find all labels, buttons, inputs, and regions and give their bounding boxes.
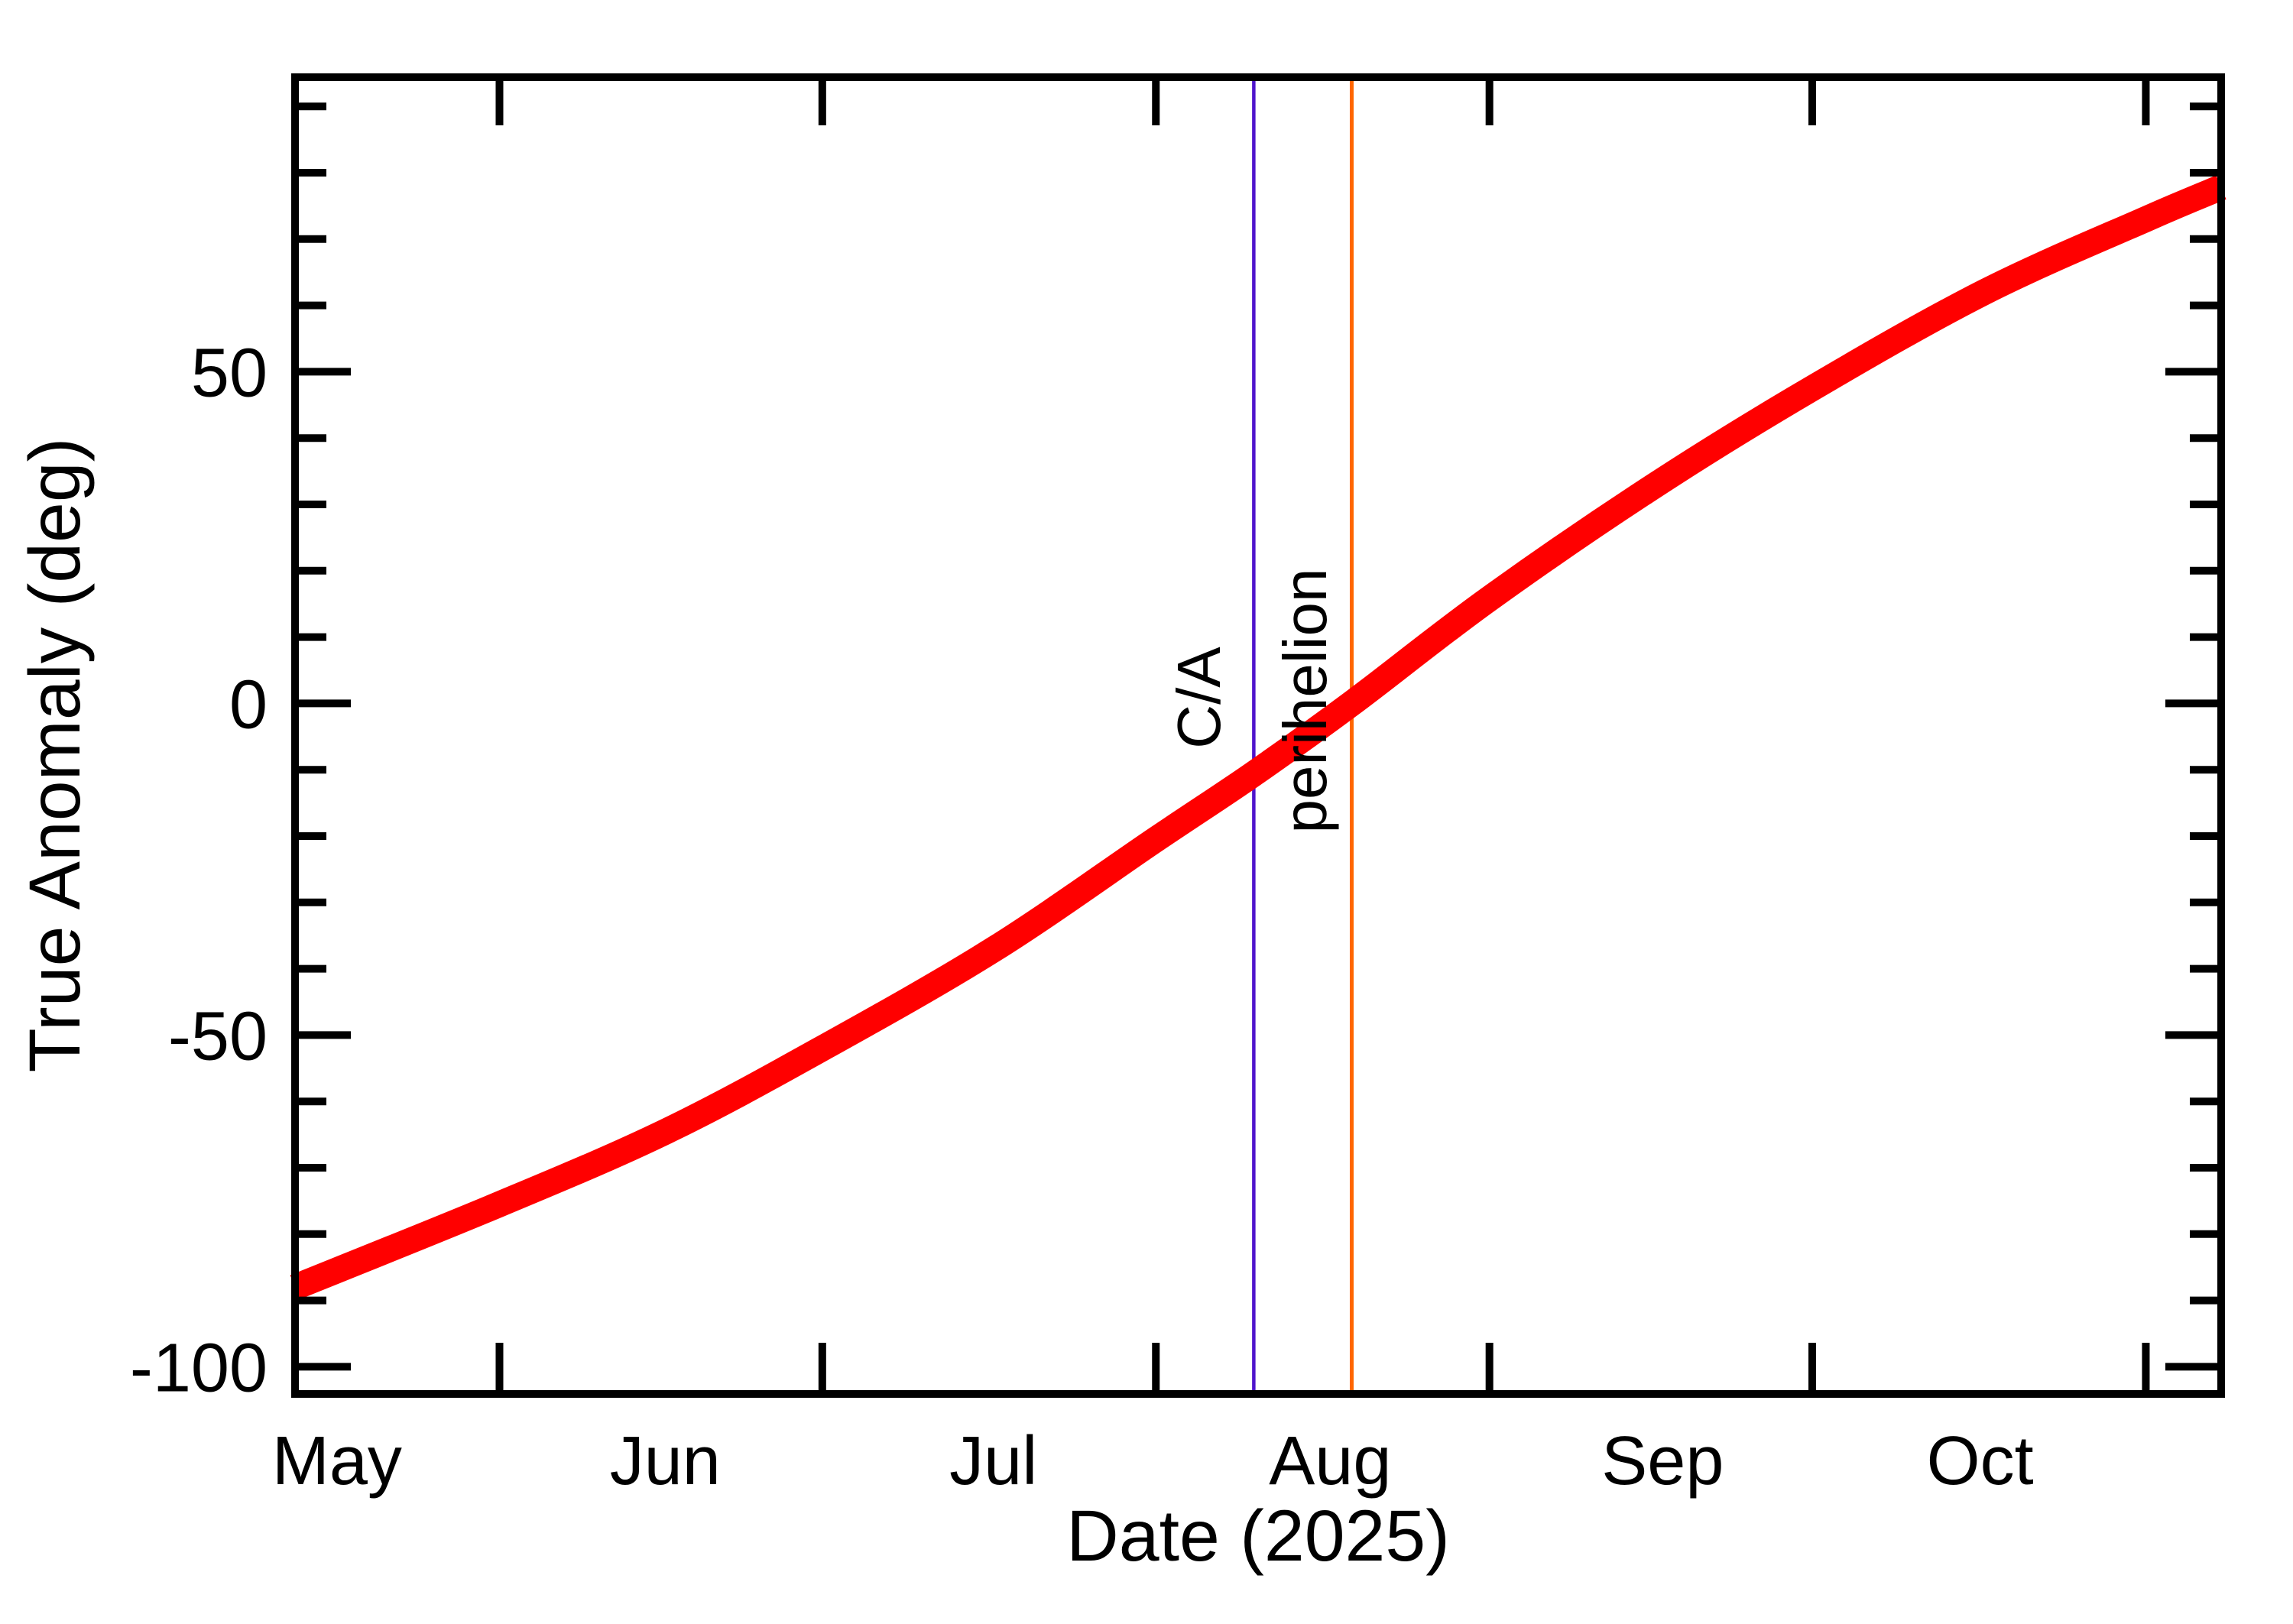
x-axis-title: Date (2025) (1066, 1496, 1450, 1577)
tick-label-layer: May Jun Jul Aug Sep Oct -100 -50 0 50 (130, 335, 2034, 1499)
y-tick-label--100: -100 (130, 1330, 268, 1406)
y-tick-label-50: 50 (191, 335, 268, 411)
event-lines-layer (1252, 77, 1354, 1394)
closest-approach-label: C/A (1165, 647, 1233, 749)
y-tick-label-0: 0 (229, 666, 268, 743)
x-tick-label-may: May (272, 1423, 402, 1499)
perihelion-label: perihelion (1271, 569, 1339, 834)
x-tick-label-jul: Jul (949, 1423, 1037, 1499)
y-axis-title: True Anomaly (deg) (15, 438, 96, 1073)
plot-frame (291, 73, 2225, 1398)
x-tick-label-aug: Aug (1269, 1423, 1391, 1499)
y-tick-label--50: -50 (168, 998, 268, 1075)
x-tick-label-sep: Sep (1601, 1423, 1724, 1499)
curve-layer (290, 175, 2227, 1300)
axes-layer (291, 73, 2225, 1398)
x-tick-label-oct: Oct (1927, 1423, 2034, 1499)
x-tick-label-jun: Jun (610, 1423, 721, 1499)
true-anomaly-curve (290, 175, 2227, 1300)
